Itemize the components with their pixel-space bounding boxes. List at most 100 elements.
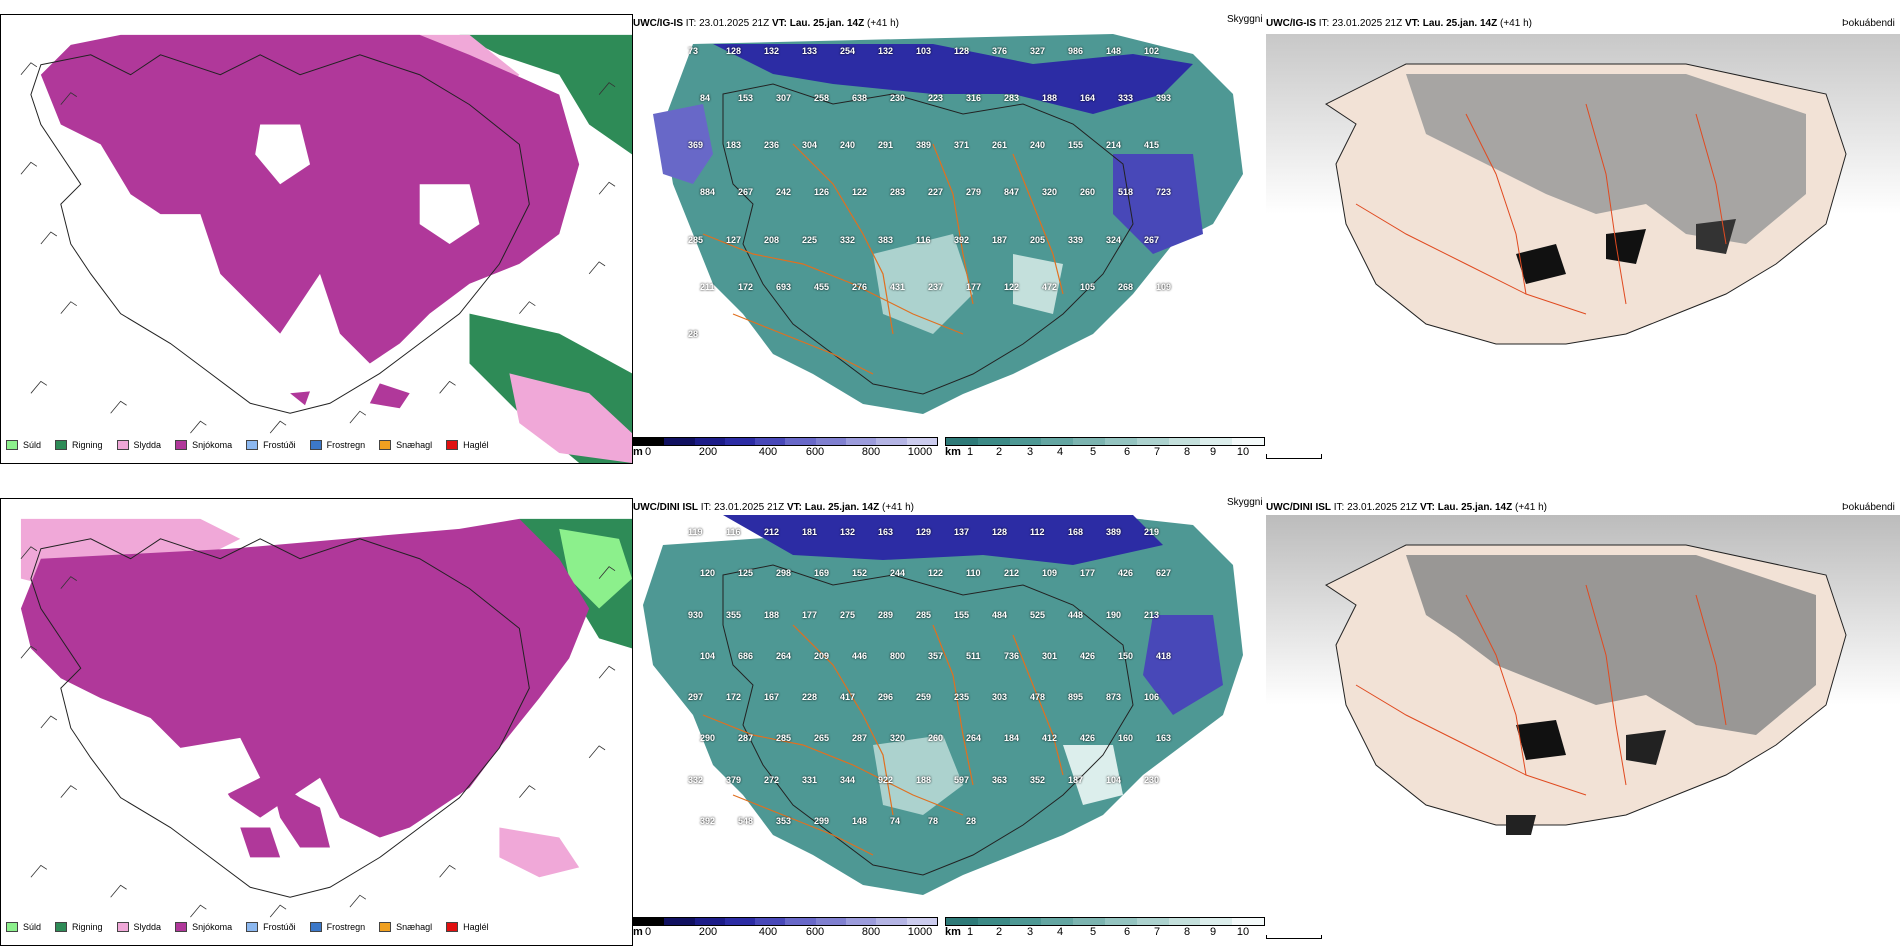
cloudbase-label: 74 — [890, 815, 901, 826]
cloudbase-label: 177 — [966, 281, 982, 292]
cloudbase-label: 184 — [1004, 733, 1020, 744]
cloudbase-label: 285 — [776, 733, 792, 744]
tick: 400 — [758, 926, 778, 938]
legend-item: Frostúði — [246, 922, 296, 932]
cloudbase-label: 267 — [738, 187, 754, 198]
row1-visibility-map: 73 128 132 133 254 132 103 128 376 327 986 148 102 84… — [633, 34, 1266, 434]
legend-item: Haglél — [446, 440, 489, 450]
cloudbase-label: 276 — [852, 281, 868, 292]
row2-visibility-unit: km — [945, 926, 961, 938]
cloudbase-label: 153 — [738, 93, 754, 104]
cloudbase-label: 209 — [814, 650, 830, 661]
tick: 800 — [861, 926, 881, 938]
legend-swatch — [116, 440, 129, 450]
cloudbase-label: 446 — [852, 650, 868, 661]
cloudbase-label: 736 — [1004, 650, 1020, 661]
cbar-seg — [634, 918, 665, 925]
row2-precip-legend: Súld Rigning Slydda Snjókoma Frostúði Fr… — [6, 922, 503, 932]
cbar-seg — [724, 438, 756, 445]
row2-vis-title: Skyggni — [1227, 497, 1263, 508]
legend-swatch — [309, 440, 322, 450]
legend-swatch — [446, 440, 459, 450]
cloudbase-label: 163 — [1156, 733, 1172, 744]
row2-visibility-map: 119 116 212 181 132 163 129 137 128 112 168 389 219 1… — [633, 515, 1266, 915]
cloudbase-label: 105 — [1080, 281, 1096, 292]
cloudbase-label: 73 — [688, 46, 699, 56]
cbar-seg — [1104, 438, 1137, 445]
cloudbase-label: 800 — [890, 650, 906, 661]
tick: 5 — [1089, 926, 1097, 938]
legend-label: Frostregn — [326, 922, 366, 932]
cloudbase-label: 242 — [776, 187, 792, 198]
cloudbase-label: 148 — [1106, 46, 1122, 56]
cbar-seg — [977, 438, 1010, 445]
row1-vis-vt-time: Lau. 25.jan. 14Z — [789, 18, 865, 29]
legend-label: Frostregn — [326, 440, 366, 450]
cloudbase-label: 265 — [814, 733, 830, 744]
tick: 6 — [1123, 926, 1131, 938]
cloudbase-label: 126 — [814, 187, 830, 198]
cloudbase-label: 363 — [992, 774, 1008, 785]
cloudbase-label: 307 — [776, 93, 792, 104]
cloudbase-label: 163 — [878, 527, 894, 537]
legend-item: Snjókoma — [175, 440, 232, 450]
cloudbase-label: 212 — [1004, 568, 1020, 579]
cloudbase-label: 597 — [954, 774, 970, 785]
cloudbase-label: 884 — [700, 187, 716, 198]
cloudbase-label: 455 — [814, 281, 830, 292]
legend-label: Snæhagl — [396, 922, 433, 932]
cloudbase-label: 109 — [1156, 281, 1172, 292]
cloudbase-label: 287 — [738, 733, 754, 744]
cloudbase-label: 297 — [688, 692, 704, 702]
cloudbase-label: 240 — [1030, 140, 1046, 151]
row1-fog-lead: (+41 h) — [1500, 18, 1532, 29]
legend-swatch — [379, 922, 392, 932]
row1-vis-header: UWC/IG-IS IT: 23.01.2025 21Z VT: Lau. 25… — [633, 17, 899, 31]
legend-label: Snæhagl — [396, 440, 433, 450]
row1-vis-lead: (+41 h) — [867, 18, 899, 29]
cloudbase-label: 283 — [890, 187, 906, 198]
cloudbase-label: 290 — [700, 733, 716, 744]
row2-vis-lead: (+41 h) — [882, 502, 914, 513]
tick: 3 — [1026, 446, 1034, 458]
cbar-seg — [1009, 438, 1042, 445]
cbar-seg — [1136, 918, 1169, 925]
cloudbase-label: 225 — [802, 234, 818, 245]
row1-fog-it-label: IT: — [1318, 18, 1330, 29]
row2-cloudbase-unit: m — [633, 926, 643, 938]
tick: 0 — [644, 446, 652, 458]
cloudbase-label: 155 — [954, 609, 970, 620]
cloudbase-label: 478 — [1030, 692, 1046, 702]
cloudbase-label: 272 — [764, 774, 780, 785]
row2-fog-lead: (+41 h) — [1515, 502, 1547, 513]
cloudbase-label: 227 — [928, 187, 944, 198]
tick: 9 — [1209, 446, 1217, 458]
row1-precip-map — [0, 14, 633, 464]
tick: 0 — [644, 926, 652, 938]
cbar-seg — [1009, 918, 1042, 925]
legend-label: Rigning — [72, 440, 103, 450]
cloudbase-label: 332 — [688, 774, 704, 785]
cbar-seg — [664, 438, 695, 445]
tick: 7 — [1153, 926, 1161, 938]
row1-cloudbase-unit: m — [633, 446, 643, 458]
row2-fog-it-label: IT: — [1333, 502, 1345, 513]
tick: 8 — [1183, 446, 1191, 458]
cbar-seg — [815, 438, 847, 445]
legend-item: Slydda — [116, 440, 161, 450]
legend-item: Rigning — [55, 922, 103, 932]
legend-item: Snæhagl — [379, 440, 432, 450]
cloudbase-label: 511 — [966, 650, 981, 661]
cloudbase-label: 448 — [1068, 609, 1084, 620]
row1-visibility-ticks: 1 2 3 4 5 6 7 8 9 10 — [945, 446, 1265, 460]
row1-fog-it-time: 23.01.2025 21Z — [1332, 18, 1403, 29]
tick: 9 — [1209, 926, 1217, 938]
cloudbase-label: 78 — [928, 815, 939, 826]
legend-label: Frostúði — [263, 922, 296, 932]
row2-vis-it-time: 23.01.2025 21Z — [714, 502, 785, 513]
cbar-seg — [694, 438, 725, 445]
row1-visibility-unit: km — [945, 446, 961, 458]
cloudbase-label: 260 — [928, 733, 944, 744]
cloudbase-label: 104 — [1106, 774, 1122, 785]
cbar-seg — [906, 918, 937, 925]
